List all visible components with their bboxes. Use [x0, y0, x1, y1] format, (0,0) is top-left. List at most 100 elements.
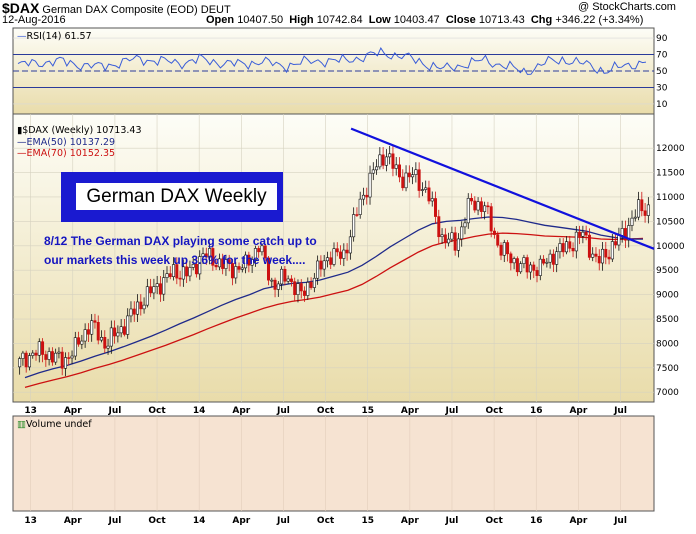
- candle-body: [522, 257, 526, 264]
- ema50-line: [24, 216, 644, 379]
- candle-body: [384, 156, 388, 166]
- candle-body: [208, 248, 212, 258]
- candle-body: [168, 273, 172, 277]
- candle-body: [204, 253, 208, 258]
- candle-body: [466, 198, 470, 224]
- candle-body: [561, 243, 565, 253]
- candle-body: [617, 235, 621, 246]
- price-tick-label: 11000: [656, 193, 685, 203]
- candle-body: [637, 199, 641, 218]
- close-label: Close: [445, 14, 476, 26]
- candle-body: [73, 337, 77, 357]
- candle-body: [368, 172, 372, 198]
- candle-body: [211, 248, 215, 266]
- candle-body: [129, 308, 133, 317]
- ema70-legend-text: EMA(70) 10152.35: [27, 148, 116, 159]
- ema70-legend: —EMA(70) 10152.35: [17, 148, 115, 159]
- candle-body: [70, 355, 74, 359]
- candle-body: [188, 267, 192, 277]
- price-tick-label: 8500: [656, 315, 679, 325]
- candle-body: [31, 352, 35, 356]
- volume-x-tick-label: Jul: [107, 516, 121, 526]
- candle-body: [420, 189, 424, 191]
- candle-body: [263, 245, 267, 259]
- price-series-icon: ▮: [17, 125, 22, 136]
- candle-body: [440, 234, 444, 238]
- volume-x-tick-label: 13: [24, 516, 37, 526]
- candle-body: [473, 200, 477, 211]
- candle-body: [460, 226, 464, 240]
- candle-body: [100, 337, 104, 341]
- candle-body: [178, 277, 182, 280]
- candle-body: [447, 238, 451, 244]
- header-title-row: $DAX German DAX Composite (EOD) DEUT: [2, 0, 231, 16]
- candle-body: [149, 286, 153, 294]
- low-label: Low: [368, 14, 391, 26]
- volume-x-tick-label: Jul: [276, 516, 290, 526]
- price-tick-label: 11500: [656, 169, 685, 179]
- high-value: 10742.84: [316, 14, 363, 26]
- candle-body: [417, 169, 421, 191]
- candle-body: [322, 260, 326, 270]
- candle-body: [548, 253, 552, 263]
- candle-body: [604, 248, 608, 258]
- candle-body: [339, 251, 343, 259]
- candle-body: [610, 241, 614, 260]
- candle-body: [67, 357, 71, 359]
- candle-body: [139, 301, 143, 310]
- candle-body: [247, 254, 251, 266]
- open-value: 10407.50: [237, 14, 284, 26]
- candle-body: [260, 245, 264, 253]
- candle-body: [512, 258, 516, 264]
- candle-body: [434, 198, 438, 217]
- trendline: [350, 127, 655, 250]
- candle-body: [623, 228, 627, 241]
- price-tick-label: 8000: [656, 339, 679, 349]
- candle-body: [293, 281, 297, 295]
- candle-body: [185, 266, 189, 277]
- annotation-title: German DAX Weekly: [76, 183, 277, 210]
- candle-body: [194, 264, 198, 275]
- candle-body: [109, 327, 113, 347]
- candle-body: [401, 176, 405, 189]
- candle-body: [646, 204, 650, 216]
- candle-body: [388, 153, 392, 158]
- candle-body: [391, 153, 395, 169]
- price-tick-label: 7000: [656, 388, 679, 398]
- price-candles: [18, 145, 650, 377]
- candle-body: [316, 260, 320, 279]
- candle-body: [237, 266, 241, 270]
- candle-body: [122, 326, 126, 335]
- candle-body: [270, 279, 274, 282]
- candle-body: [555, 251, 559, 265]
- candle-body: [584, 231, 588, 236]
- candle-body: [365, 194, 369, 198]
- candle-body: [607, 256, 611, 260]
- candle-body: [535, 270, 539, 276]
- price-tick-label: 7500: [656, 364, 679, 374]
- candle-body: [587, 234, 591, 258]
- volume-x-tick-label: Jul: [613, 516, 627, 526]
- volume-panel-bg: [12, 415, 655, 512]
- instrument-name: German DAX Composite (EOD): [42, 4, 198, 16]
- candle-body: [342, 249, 346, 259]
- price-x-tick-label: 16: [530, 406, 543, 416]
- candle-body: [145, 286, 149, 306]
- candle-body: [119, 326, 123, 334]
- price-x-tick-label: 14: [193, 406, 206, 416]
- close-value: 10713.43: [478, 14, 525, 26]
- candle-body: [633, 216, 637, 219]
- chg-label: Chg: [530, 14, 553, 26]
- candle-body: [411, 174, 415, 178]
- ema50-legend-text: EMA(50) 10137.29: [27, 137, 116, 148]
- ema50-legend: —EMA(50) 10137.29: [17, 137, 115, 148]
- candle-body: [181, 266, 185, 280]
- annotation-note: 8/12 The German DAX playing some catch u…: [44, 234, 317, 267]
- candle-body: [528, 264, 532, 273]
- candle-body: [597, 256, 601, 264]
- price-panel: 7000 7500 8000 8500 9000 9500 10000 10500 11000 1…: [12, 113, 685, 416]
- candle-body: [643, 210, 647, 216]
- candle-body: [361, 194, 365, 200]
- ema70-line: [24, 232, 644, 389]
- price-label-text: $DAX (Weekly) 10713.43: [22, 125, 141, 136]
